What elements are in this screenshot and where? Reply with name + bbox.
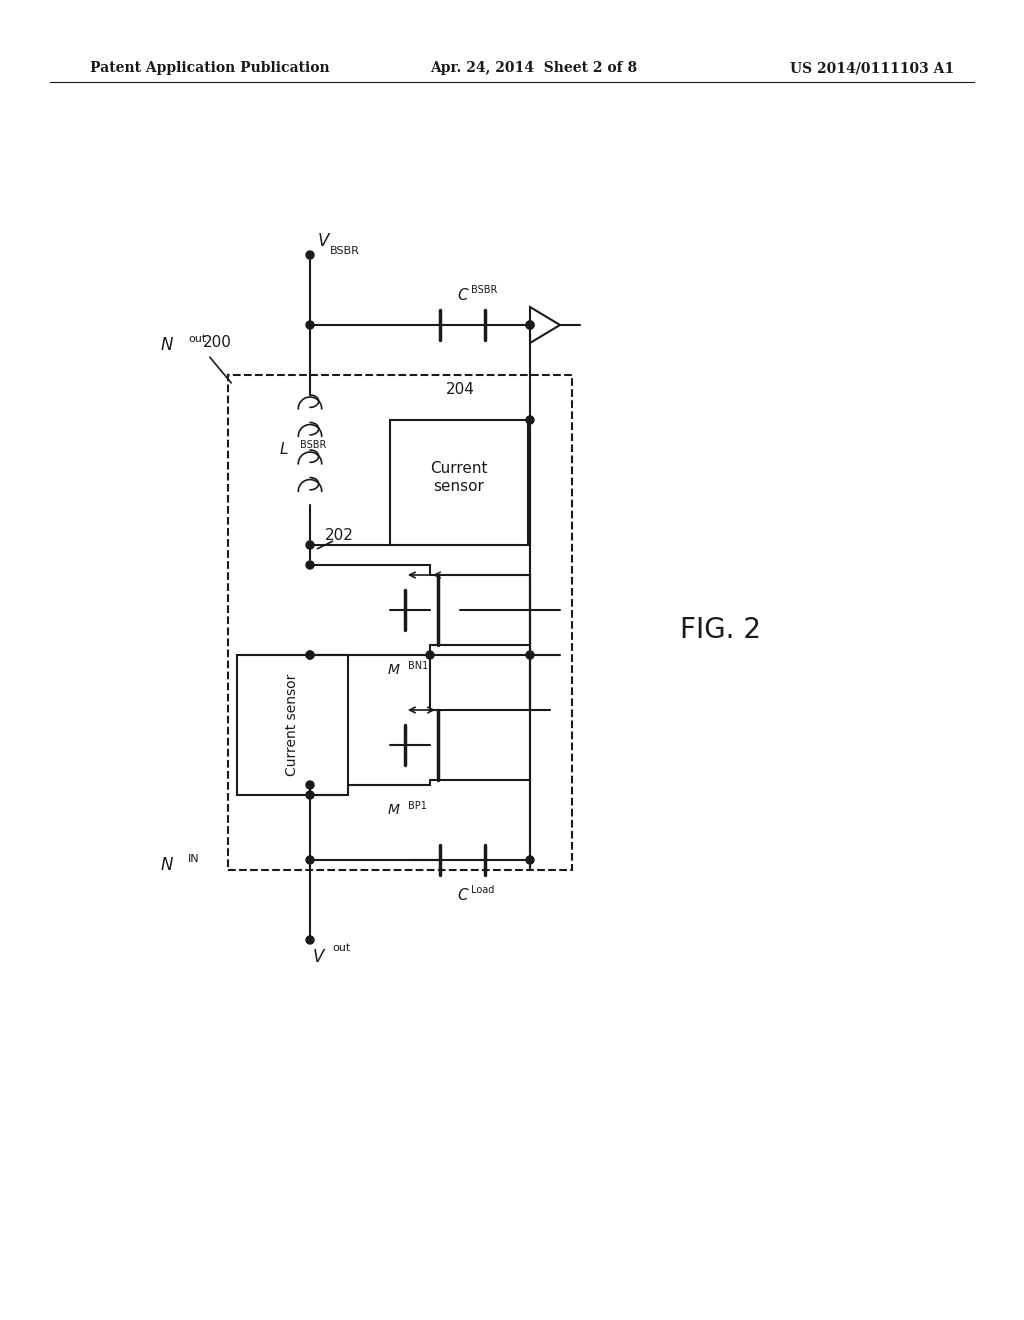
Text: US 2014/0111103 A1: US 2014/0111103 A1 [790, 61, 954, 75]
Text: V: V [318, 232, 330, 249]
Text: BN1: BN1 [408, 661, 428, 671]
Circle shape [306, 781, 314, 789]
Text: Patent Application Publication: Patent Application Publication [90, 61, 330, 75]
Text: out: out [332, 942, 350, 953]
Text: Current sensor: Current sensor [286, 673, 299, 776]
Text: N: N [161, 855, 173, 874]
Text: 204: 204 [445, 383, 474, 397]
Circle shape [306, 855, 314, 865]
Circle shape [426, 651, 434, 659]
Circle shape [526, 321, 534, 329]
Text: FIG. 2: FIG. 2 [680, 616, 761, 644]
Text: BSBR: BSBR [330, 246, 359, 256]
Text: 202: 202 [325, 528, 354, 543]
Text: C: C [457, 288, 468, 302]
Circle shape [306, 651, 314, 659]
Bar [228, 375, 572, 870]
Bar [390, 420, 528, 545]
Text: Current
sensor: Current sensor [430, 461, 487, 494]
Circle shape [526, 321, 534, 329]
Circle shape [306, 791, 314, 799]
Text: Apr. 24, 2014  Sheet 2 of 8: Apr. 24, 2014 Sheet 2 of 8 [430, 61, 637, 75]
Text: BSBR: BSBR [300, 440, 327, 450]
Circle shape [526, 416, 534, 424]
Text: N: N [161, 337, 173, 354]
Text: IN: IN [188, 854, 200, 865]
Circle shape [306, 936, 314, 944]
Circle shape [306, 651, 314, 659]
Bar [237, 655, 348, 795]
Text: BSBR: BSBR [470, 285, 497, 294]
Text: V: V [312, 948, 324, 966]
Text: C: C [457, 887, 468, 903]
Circle shape [306, 561, 314, 569]
Circle shape [526, 651, 534, 659]
Text: M: M [388, 803, 400, 817]
Text: out: out [188, 334, 206, 345]
Text: L: L [280, 442, 288, 458]
Text: BP1: BP1 [408, 801, 427, 810]
Circle shape [306, 321, 314, 329]
Text: 200: 200 [203, 335, 231, 350]
Circle shape [306, 541, 314, 549]
Circle shape [306, 251, 314, 259]
Circle shape [526, 855, 534, 865]
Text: Load: Load [470, 884, 494, 895]
Text: M: M [388, 663, 400, 677]
